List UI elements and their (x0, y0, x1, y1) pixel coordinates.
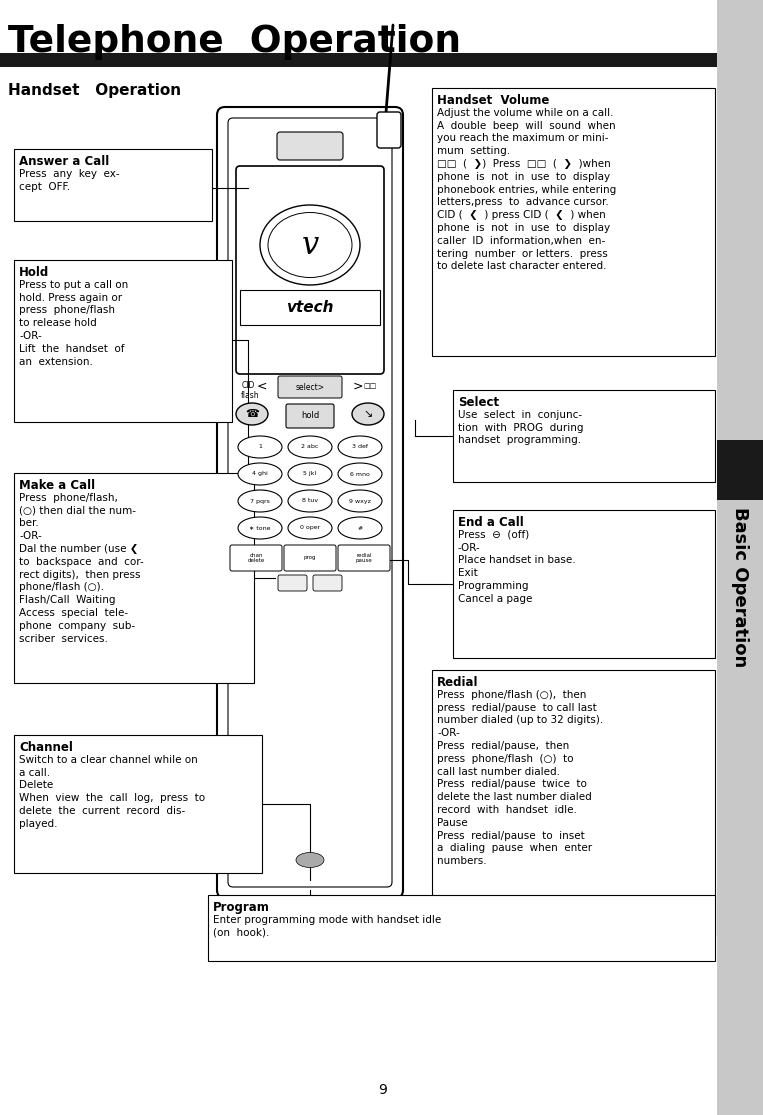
FancyBboxPatch shape (286, 404, 334, 428)
Text: 0 oper: 0 oper (300, 525, 320, 531)
Ellipse shape (338, 517, 382, 539)
Text: Press  ⊖  (off)
-OR-
Place handset in base.
Exit
Programming
Cancel a page: Press ⊖ (off) -OR- Place handset in base… (458, 530, 575, 603)
Text: 9: 9 (378, 1083, 388, 1097)
FancyBboxPatch shape (236, 166, 384, 374)
FancyBboxPatch shape (717, 440, 763, 500)
FancyBboxPatch shape (377, 112, 401, 148)
FancyBboxPatch shape (284, 545, 336, 571)
Text: select>: select> (295, 382, 324, 391)
Text: End a Call: End a Call (458, 516, 523, 529)
Text: CID: CID (241, 381, 255, 390)
Text: Use  select  in  conjunc-
tion  with  PROG  during
handset  programming.: Use select in conjunc- tion with PROG du… (458, 409, 584, 445)
Text: Switch to a clear channel while on
a call.
Delete
When  view  the  call  log,  p: Switch to a clear channel while on a cal… (19, 755, 205, 828)
Text: ↘: ↘ (363, 409, 372, 419)
Ellipse shape (338, 489, 382, 512)
Text: 4 ghi: 4 ghi (252, 472, 268, 476)
Text: Basic Operation: Basic Operation (731, 507, 749, 668)
Text: Program: Program (213, 901, 270, 914)
Text: Handset   Operation: Handset Operation (8, 83, 181, 97)
Text: ☎: ☎ (245, 409, 259, 419)
Text: chan
delete: chan delete (247, 553, 265, 563)
Ellipse shape (288, 489, 332, 512)
Text: >: > (353, 379, 363, 392)
Text: Redial: Redial (437, 676, 478, 689)
Ellipse shape (296, 853, 324, 867)
Ellipse shape (288, 517, 332, 539)
Text: Answer a Call: Answer a Call (19, 155, 109, 168)
Text: Press to put a call on
hold. Press again or
press  phone/flash
to release hold
-: Press to put a call on hold. Press again… (19, 280, 128, 367)
Ellipse shape (288, 436, 332, 458)
FancyBboxPatch shape (230, 545, 282, 571)
FancyBboxPatch shape (277, 132, 343, 159)
FancyBboxPatch shape (717, 0, 763, 1115)
FancyBboxPatch shape (14, 735, 262, 873)
Text: 2 abc: 2 abc (301, 445, 319, 449)
FancyBboxPatch shape (432, 88, 715, 356)
FancyBboxPatch shape (240, 290, 380, 324)
FancyBboxPatch shape (278, 575, 307, 591)
Text: Hold: Hold (19, 266, 50, 279)
Text: Adjust the volume while on a call.
A  double  beep  will  sound  when
you reach : Adjust the volume while on a call. A dou… (437, 108, 617, 271)
Ellipse shape (338, 463, 382, 485)
Text: <: < (257, 379, 267, 392)
Text: Enter programming mode with handset idle
(on  hook).: Enter programming mode with handset idle… (213, 914, 441, 938)
Ellipse shape (238, 463, 282, 485)
Text: redial
pause: redial pause (356, 553, 372, 563)
Text: Press  any  key  ex-
cept  OFF.: Press any key ex- cept OFF. (19, 168, 120, 192)
Text: hold: hold (301, 411, 319, 420)
FancyBboxPatch shape (208, 895, 715, 961)
FancyBboxPatch shape (313, 575, 342, 591)
Text: ∗ tone: ∗ tone (250, 525, 271, 531)
Text: flash: flash (240, 391, 259, 400)
FancyBboxPatch shape (278, 376, 342, 398)
Text: Handset  Volume: Handset Volume (437, 94, 549, 107)
Text: Telephone  Operation: Telephone Operation (8, 25, 461, 60)
Ellipse shape (238, 436, 282, 458)
Ellipse shape (238, 489, 282, 512)
Text: vtech: vtech (286, 300, 333, 314)
Text: 7 pqrs: 7 pqrs (250, 498, 270, 504)
FancyBboxPatch shape (0, 54, 717, 67)
Text: 1: 1 (258, 445, 262, 449)
Text: 3 def: 3 def (352, 445, 368, 449)
Ellipse shape (338, 436, 382, 458)
Ellipse shape (288, 463, 332, 485)
Text: prog: prog (304, 555, 316, 561)
FancyBboxPatch shape (217, 107, 403, 898)
Ellipse shape (238, 517, 282, 539)
Ellipse shape (236, 403, 268, 425)
Text: Press  phone/flash (○),  then
press  redial/pause  to call last
number dialed (u: Press phone/flash (○), then press redial… (437, 690, 604, 866)
FancyBboxPatch shape (453, 390, 715, 482)
Text: Press  phone/flash,
(○) then dial the num-
ber.
-OR-
Dal the number (use ❮
to  b: Press phone/flash, (○) then dial the num… (19, 493, 143, 643)
Text: □□: □□ (363, 382, 377, 389)
Ellipse shape (352, 403, 384, 425)
Text: 5 jkl: 5 jkl (304, 472, 317, 476)
Text: Select: Select (458, 396, 499, 409)
FancyBboxPatch shape (14, 260, 232, 421)
Text: v: v (301, 230, 319, 261)
Text: 6 mno: 6 mno (350, 472, 370, 476)
Text: Channel: Channel (19, 741, 73, 754)
Text: 9 wxyz: 9 wxyz (349, 498, 371, 504)
FancyBboxPatch shape (453, 510, 715, 658)
Text: #: # (357, 525, 362, 531)
FancyBboxPatch shape (14, 473, 254, 683)
FancyBboxPatch shape (14, 149, 212, 221)
Text: Make a Call: Make a Call (19, 479, 95, 492)
FancyBboxPatch shape (338, 545, 390, 571)
Text: 8 tuv: 8 tuv (302, 498, 318, 504)
FancyBboxPatch shape (432, 670, 715, 935)
